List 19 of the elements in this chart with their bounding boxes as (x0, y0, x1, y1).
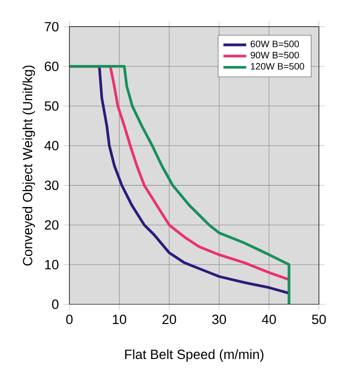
legend-label: 120W B=500 (250, 63, 304, 70)
x-axis-title: Flat Belt Speed (m/min) (125, 349, 264, 362)
y-tick-label: 0 (52, 300, 58, 309)
y-tick-label: 30 (44, 180, 58, 190)
y-tick-label: 50 (44, 101, 58, 111)
y-tick-label: 40 (44, 140, 58, 150)
y-axis-title: Conveyed Object Weight (Unit/kg) (22, 66, 35, 266)
x-tick-label: 20 (162, 314, 176, 324)
x-tick-label: 30 (212, 314, 226, 324)
y-tick-label: 70 (44, 22, 58, 32)
x-tick-label: 10 (112, 314, 126, 324)
legend-label: 60W B=500 (250, 40, 299, 48)
legend-label: 90W B=500 (250, 52, 299, 58)
x-tick-label: 0 (66, 314, 73, 324)
x-tick-label: 40 (262, 314, 276, 324)
y-tick-label: 10 (45, 260, 58, 270)
x-tick-label: 50 (312, 314, 326, 324)
y-tick-label: 20 (44, 220, 58, 230)
y-tick-label: 60 (44, 62, 58, 72)
